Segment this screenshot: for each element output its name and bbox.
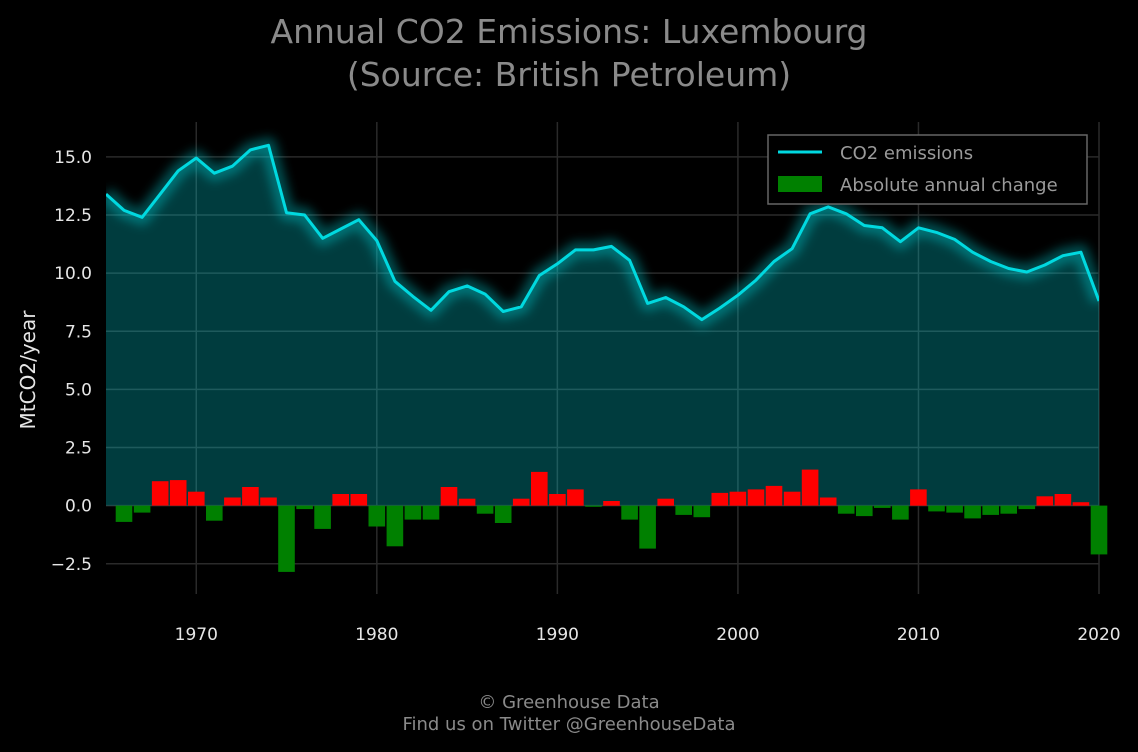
change-bar <box>314 505 331 529</box>
footer-copyright: © Greenhouse Data <box>478 692 660 713</box>
change-bar <box>332 494 349 506</box>
change-bar <box>801 469 819 506</box>
change-bar <box>711 492 729 506</box>
change-bar <box>567 489 584 506</box>
change-bar <box>206 505 223 521</box>
legend: CO2 emissions Absolute annual change <box>767 134 1088 205</box>
y-tick-label: 0.0 <box>65 497 92 517</box>
change-bar <box>1072 502 1090 506</box>
x-tick-label: 2010 <box>897 625 940 645</box>
x-tick-label: 1970 <box>175 625 218 645</box>
legend-box <box>767 134 1088 205</box>
change-bar <box>476 505 494 514</box>
y-tick-label: 5.0 <box>65 380 92 400</box>
emissions-line <box>106 143 1099 322</box>
x-tick-label: 1980 <box>355 625 398 645</box>
change-bar <box>1054 494 1072 506</box>
change-bar <box>242 487 259 506</box>
change-bar <box>1000 505 1017 514</box>
change-bar <box>531 471 548 506</box>
change-bar <box>224 497 241 506</box>
change-bar <box>964 505 981 519</box>
emissions-area <box>106 145 1099 506</box>
change-bar <box>440 487 458 506</box>
footer: © Greenhouse Data Find us on Twitter @Gr… <box>0 692 1138 736</box>
y-tick-label: 15.0 <box>54 148 92 168</box>
chart-title: Annual CO2 Emissions: Luxembourg (Source… <box>0 10 1138 96</box>
y-axis-label: MtCO2/year <box>16 310 40 430</box>
x-tick-label: 2020 <box>1077 625 1120 645</box>
change-bar <box>693 505 711 518</box>
change-bar <box>892 505 909 520</box>
change-bar <box>1090 505 1108 555</box>
change-bar <box>946 505 963 513</box>
change-bar <box>422 505 440 520</box>
change-bar <box>115 505 133 522</box>
legend-entry-co2: CO2 emissions <box>840 143 973 164</box>
y-tick-label: 2.5 <box>65 439 92 459</box>
change-bar <box>783 491 801 506</box>
change-bar <box>729 491 747 506</box>
change-bar <box>458 498 476 506</box>
change-bar <box>675 505 692 515</box>
change-bar <box>512 498 530 506</box>
change-bar <box>585 505 602 507</box>
change-bar <box>350 494 368 506</box>
change-bar <box>169 480 187 506</box>
change-bar <box>404 505 422 520</box>
change-bar <box>910 489 927 506</box>
change-bar <box>1036 496 1054 506</box>
change-bar <box>133 505 151 513</box>
y-tick-label: 12.5 <box>54 206 92 226</box>
y-tick-label: 10.0 <box>54 264 92 284</box>
change-bar <box>278 505 295 572</box>
y-tick-label: −2.5 <box>51 555 92 575</box>
x-tick-label: 2000 <box>716 625 759 645</box>
change-bar <box>657 498 674 506</box>
change-bar <box>765 485 783 506</box>
change-bar <box>549 494 566 506</box>
legend-entry-change: Absolute annual change <box>840 175 1058 196</box>
chart-title-line1: Annual CO2 Emissions: Luxembourg <box>270 12 868 51</box>
change-bar <box>368 505 386 527</box>
footer-twitter: Find us on Twitter @GreenhouseData <box>402 714 736 735</box>
change-bar <box>928 505 945 512</box>
change-bar <box>837 505 855 514</box>
legend-bar-swatch <box>778 176 822 192</box>
change-bar <box>856 505 873 517</box>
change-bar <box>603 501 620 506</box>
chart-title-line2: (Source: British Petroleum) <box>346 55 792 94</box>
x-tick-label: 1990 <box>536 625 579 645</box>
change-bar <box>151 481 169 506</box>
y-tick-label: 7.5 <box>65 322 92 342</box>
change-bar <box>621 505 638 520</box>
change-bar <box>874 505 891 508</box>
change-bar <box>260 497 277 506</box>
change-bar <box>819 497 837 506</box>
change-bar <box>494 505 512 523</box>
change-bar <box>639 505 656 549</box>
change-bar <box>747 489 765 506</box>
change-bar <box>386 505 404 547</box>
change-bar <box>982 505 999 515</box>
change-bar <box>296 505 313 510</box>
change-bar <box>1018 505 1036 510</box>
change-bar <box>188 491 205 506</box>
